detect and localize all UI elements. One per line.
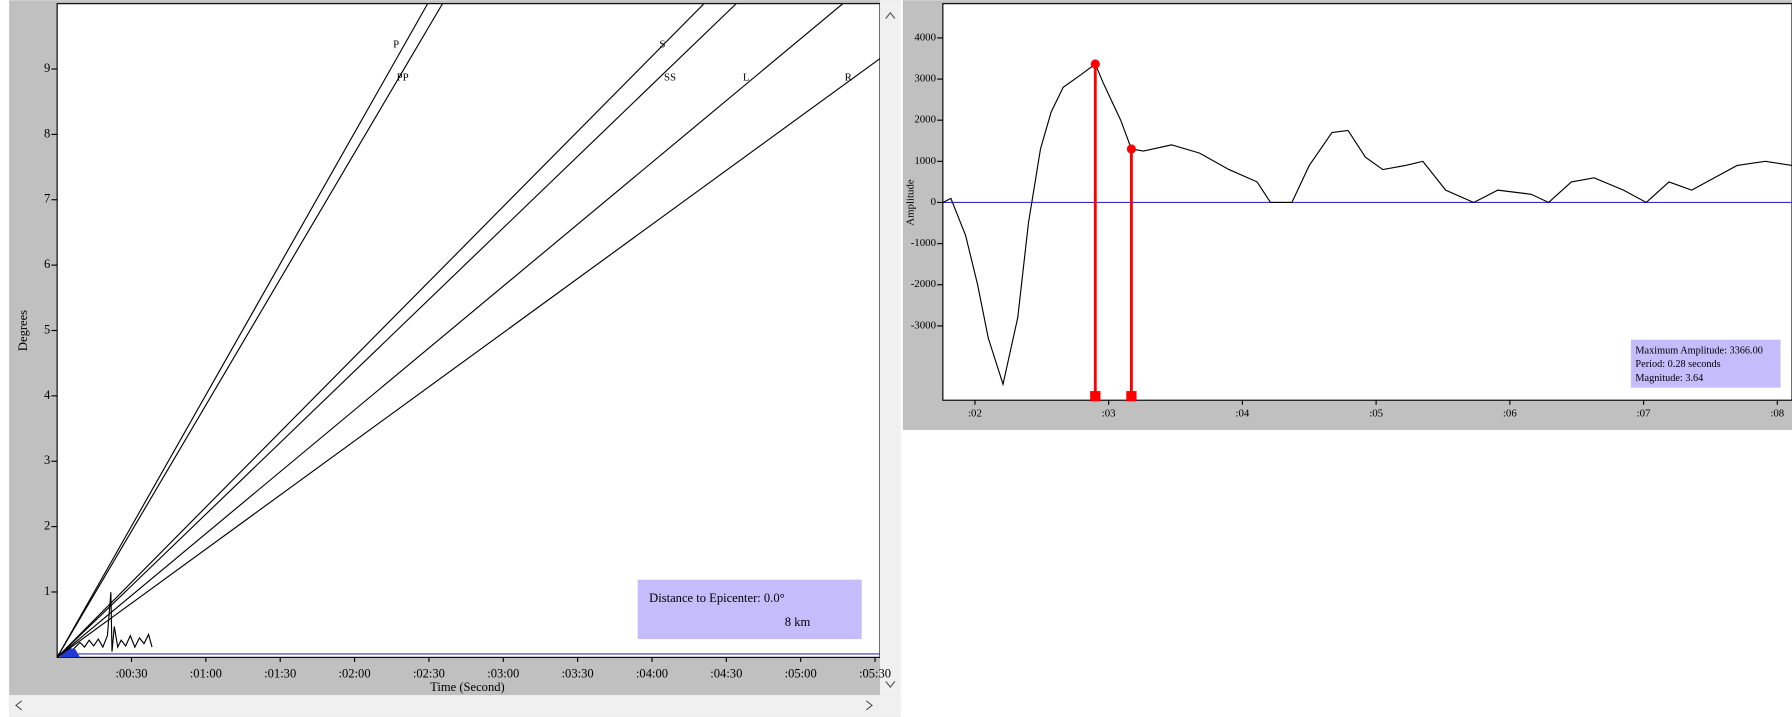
scroll-arrows[interactable] (15, 700, 873, 711)
y-tick-label: 8 (44, 126, 50, 140)
y-axis-label: Amplitude (904, 179, 916, 226)
y-tick-label: 9 (44, 61, 50, 75)
y-tick-label: 2000 (914, 114, 936, 126)
x-tick-label: :03 (1102, 407, 1116, 419)
series-label: P (393, 38, 399, 50)
x-tick-label: :05:00 (785, 666, 817, 680)
series-label: S (659, 38, 665, 50)
series-label: PP (397, 71, 409, 83)
x-tick-label: :01:00 (190, 666, 222, 680)
x-tick-label: :05:30 (859, 666, 891, 680)
plot (57, 3, 880, 658)
x-tick-label: :05 (1369, 407, 1383, 419)
scroll-arrows[interactable] (885, 11, 896, 688)
series-line (57, 3, 737, 658)
y-tick-label: 1000 (914, 155, 936, 167)
y-tick-label: -3000 (911, 319, 937, 331)
series-line (57, 58, 880, 658)
x-tick-label: :04:00 (636, 666, 668, 680)
x-tick-label: :03:30 (562, 666, 594, 680)
vertical-scrollbar[interactable] (880, 0, 901, 696)
x-tick-label: :08 (1770, 407, 1784, 419)
series-line (57, 3, 444, 658)
plot (942, 63, 1792, 387)
y-tick-label: 4000 (914, 31, 936, 43)
marker-dot (1126, 144, 1136, 154)
series-line (942, 63, 1792, 387)
seismogram-trace (68, 592, 153, 655)
info-text: Period: 0.28 seconds (1635, 359, 1720, 370)
y-tick-label: 5 (44, 322, 50, 336)
series-label: R (845, 71, 853, 83)
series-label: SS (664, 71, 676, 83)
x-tick-label: :00:30 (115, 666, 147, 680)
x-tick-label: :07 (1637, 407, 1651, 419)
info-text: Magnitude: 3.64 (1635, 373, 1703, 384)
info-box (1630, 339, 1781, 388)
x-tick-label: :04:30 (710, 666, 742, 680)
series-label: L (743, 71, 750, 83)
marker-handle (1090, 391, 1101, 402)
y-tick-label: 4 (44, 388, 51, 402)
info-box (637, 579, 862, 640)
x-tick-label: :01:30 (264, 666, 296, 680)
x-tick-label: :02 (968, 407, 982, 419)
marker-handle (1126, 391, 1137, 402)
y-tick-label: 6 (44, 257, 50, 271)
x-tick-label: :03:00 (487, 666, 519, 680)
info-text: Maximum Amplitude: 3366.00 (1635, 345, 1762, 356)
y-tick-label: 7 (44, 192, 50, 206)
x-tick-label: :04 (1235, 407, 1249, 419)
marker-dot (1090, 59, 1100, 69)
x-axis-label: Time (Second) (430, 680, 505, 694)
x-tick-label: :06 (1503, 407, 1517, 419)
y-tick-label: -2000 (911, 278, 937, 290)
horizontal-scrollbar[interactable] (9, 695, 901, 717)
info-text: 8 km (785, 615, 811, 629)
series-line (57, 3, 844, 658)
y-tick-label: -1000 (911, 237, 937, 249)
info-text: Distance to Epicenter: 0.0° (649, 591, 785, 605)
y-tick-label: 0 (931, 196, 937, 208)
series-line (57, 3, 429, 658)
series-line (57, 3, 705, 658)
y-tick-label: 1 (44, 584, 50, 598)
y-tick-label: 3 (44, 453, 50, 467)
plot-area (56, 3, 881, 658)
x-tick-label: :02:30 (413, 666, 445, 680)
y-axis-label: Degrees (16, 310, 30, 351)
y-tick-label: 3000 (914, 73, 936, 85)
x-tick-label: :02:00 (339, 666, 371, 680)
y-tick-label: 2 (44, 519, 50, 533)
